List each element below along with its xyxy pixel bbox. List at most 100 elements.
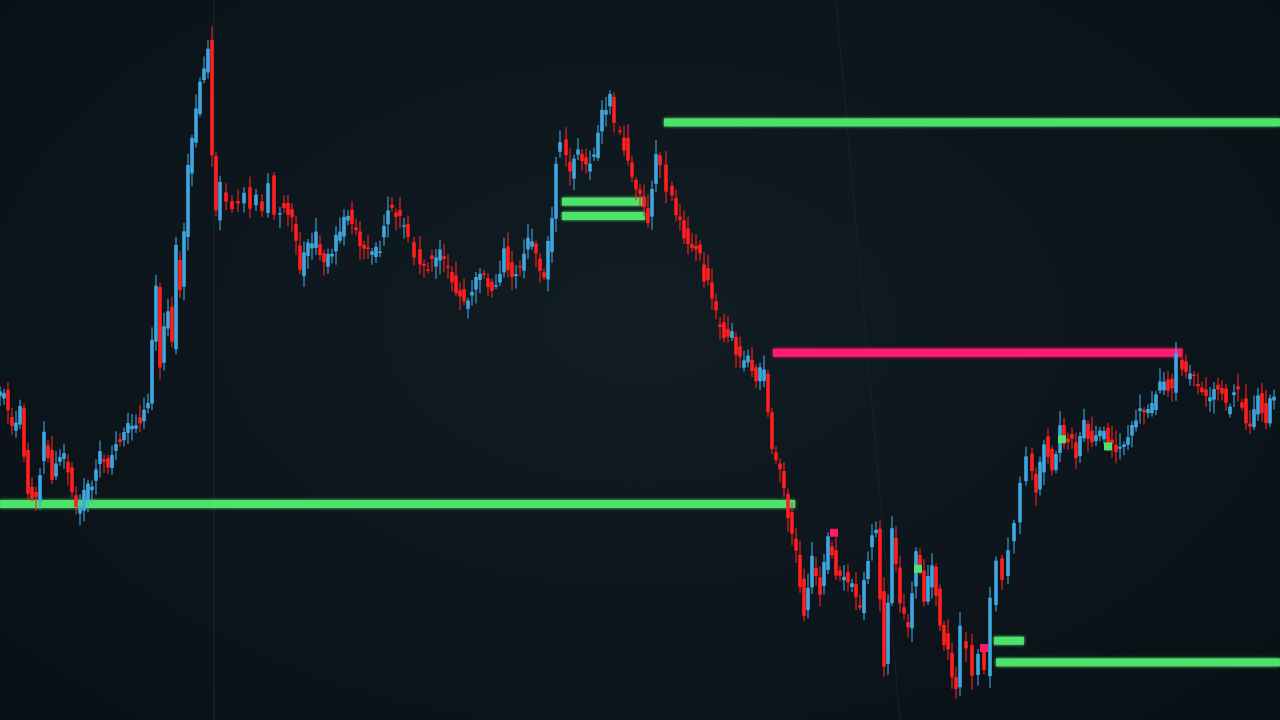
candle-body xyxy=(242,192,246,204)
candle xyxy=(1204,377,1208,407)
candle-body xyxy=(982,651,986,670)
candle-body xyxy=(1184,361,1188,372)
candle xyxy=(462,278,466,306)
candle-body xyxy=(862,580,866,614)
candle-body xyxy=(798,555,802,588)
candle xyxy=(1000,554,1004,590)
candle xyxy=(976,649,980,686)
candle-body xyxy=(746,355,750,363)
candle-body xyxy=(22,407,26,457)
candle xyxy=(1224,384,1228,411)
candle-body xyxy=(934,566,938,596)
candle xyxy=(642,184,646,217)
candle-body xyxy=(290,209,294,218)
candle xyxy=(1208,387,1212,412)
candle-body xyxy=(402,225,406,227)
candle xyxy=(1158,368,1162,394)
candle-body xyxy=(206,48,210,73)
candle xyxy=(26,442,30,500)
candle xyxy=(454,261,458,297)
candle xyxy=(426,262,430,274)
candle xyxy=(1082,408,1086,443)
candle-body xyxy=(254,194,258,206)
candle-body xyxy=(422,264,426,266)
candle-body xyxy=(386,210,390,225)
candle xyxy=(750,347,754,378)
candle-body xyxy=(826,536,830,570)
candle xyxy=(358,221,362,260)
candle-body xyxy=(1122,444,1126,447)
candle xyxy=(702,252,706,288)
candle-body xyxy=(938,588,942,626)
candle xyxy=(214,151,218,217)
candle xyxy=(290,203,294,232)
candle xyxy=(782,462,786,497)
candle xyxy=(318,235,322,261)
signal-markers xyxy=(830,435,1112,652)
candle-body xyxy=(1192,374,1196,377)
candle-body xyxy=(592,154,596,157)
candle-body xyxy=(1098,430,1102,437)
buy-signal-marker xyxy=(1058,435,1066,444)
candle xyxy=(1006,537,1010,584)
candle xyxy=(370,248,374,265)
candle xyxy=(834,537,838,580)
candle-body xyxy=(842,576,846,581)
candle xyxy=(572,154,576,191)
candle xyxy=(110,445,114,475)
candle xyxy=(146,393,150,414)
candle-body xyxy=(580,153,584,161)
candle xyxy=(950,642,954,689)
candle xyxy=(278,207,282,229)
candle-body xyxy=(622,137,626,151)
candle-body xyxy=(366,247,370,249)
candle-body xyxy=(178,259,182,291)
candle xyxy=(926,565,930,605)
candle-body xyxy=(550,218,554,252)
candle xyxy=(1244,384,1248,431)
candle xyxy=(98,440,102,478)
candle-body xyxy=(994,560,998,606)
candle xyxy=(42,421,46,474)
candle-body xyxy=(942,625,946,645)
candle xyxy=(1110,426,1114,458)
candle-body xyxy=(462,289,466,302)
candle xyxy=(1166,370,1170,397)
candle xyxy=(778,458,782,483)
candle-body xyxy=(0,391,2,397)
candle-body xyxy=(794,538,798,551)
candle-body xyxy=(434,257,438,267)
candle xyxy=(862,571,866,621)
candle-body xyxy=(588,163,592,172)
candle-body xyxy=(762,369,766,381)
candle xyxy=(1114,430,1118,464)
candle xyxy=(742,350,746,372)
candle xyxy=(682,210,686,244)
candle xyxy=(806,573,810,619)
candle-body xyxy=(738,346,742,357)
candle xyxy=(342,209,346,246)
candle xyxy=(478,268,482,294)
candle-body xyxy=(248,187,252,209)
candle xyxy=(654,140,658,193)
candle-body xyxy=(1070,434,1074,439)
candle xyxy=(1070,427,1074,449)
candle xyxy=(1094,425,1098,447)
candle-body xyxy=(334,234,338,252)
candle-body xyxy=(426,269,430,271)
candle xyxy=(1228,403,1232,418)
candle xyxy=(758,362,762,391)
candle-body xyxy=(658,155,662,166)
candle-body xyxy=(866,561,870,579)
candle xyxy=(766,369,770,418)
candle-body xyxy=(1180,359,1184,370)
candle xyxy=(498,260,502,286)
candle-body xyxy=(10,417,14,426)
candle xyxy=(718,317,722,340)
candle-body xyxy=(530,241,534,247)
candle xyxy=(50,435,54,484)
candle-body xyxy=(42,431,46,462)
candle xyxy=(518,260,522,277)
candle-body xyxy=(374,246,378,258)
candle xyxy=(314,218,318,255)
